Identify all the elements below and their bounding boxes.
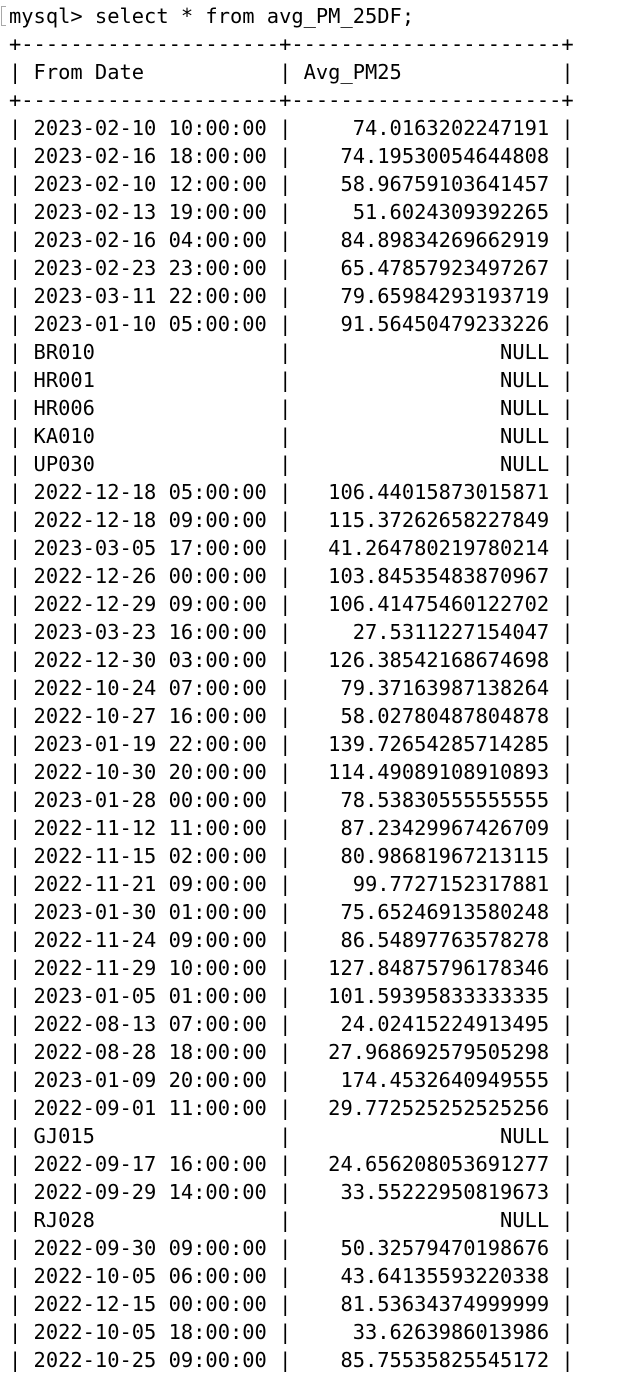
table-row: | 2022-12-26 00:00:00 | 103.845354838709… [9, 564, 574, 588]
table-row: | 2023-01-09 20:00:00 | 174.453264094955… [9, 1068, 574, 1092]
table-row: | 2022-12-15 00:00:00 | 81.5363437499999… [9, 1292, 574, 1316]
table-row: | 2022-08-28 18:00:00 | 27.9686925795052… [9, 1040, 574, 1064]
table-border-top: +---------------------+-----------------… [9, 32, 574, 56]
table-row: | 2023-03-23 16:00:00 | 27.5311227154047… [9, 620, 574, 644]
table-row: | 2023-01-28 00:00:00 | 78.5383055555555… [9, 788, 574, 812]
table-row: | 2022-12-30 03:00:00 | 126.385421686746… [9, 648, 574, 672]
table-row: | 2022-11-12 11:00:00 | 87.2342996742670… [9, 816, 574, 840]
table-row: | 2022-11-21 09:00:00 | 99.7727152317881… [9, 872, 574, 896]
table-row: | 2022-08-13 07:00:00 | 24.0241522491349… [9, 1012, 574, 1036]
table-row: | 2023-01-30 01:00:00 | 75.6524691358024… [9, 900, 574, 924]
table-row: | 2023-03-11 22:00:00 | 79.6598429319371… [9, 284, 574, 308]
table-row: | 2023-01-05 01:00:00 | 101.593958333333… [9, 984, 574, 1008]
table-row: | 2022-10-05 06:00:00 | 43.6413559322033… [9, 1264, 574, 1288]
table-row: | 2023-02-23 23:00:00 | 65.4785792349726… [9, 256, 574, 280]
table-row: | 2022-09-30 09:00:00 | 50.3257947019867… [9, 1236, 574, 1260]
table-row: | 2022-11-15 02:00:00 | 80.9868196721311… [9, 844, 574, 868]
table-row: | 2022-09-29 14:00:00 | 33.5522295081967… [9, 1180, 574, 1204]
table-row: | BR010 | NULL | [9, 340, 574, 364]
table-row: | 2023-02-16 04:00:00 | 84.8983426966291… [9, 228, 574, 252]
table-row: | UP030 | NULL | [9, 452, 574, 476]
mysql-prompt-line: mysql> select * from avg_PM_25DF; [9, 4, 415, 28]
table-row: | 2022-10-27 16:00:00 | 58.0278048780487… [9, 704, 574, 728]
table-row: | 2022-11-29 10:00:00 | 127.848757961783… [9, 956, 574, 980]
table-row: | 2022-12-18 05:00:00 | 106.440158730158… [9, 480, 574, 504]
table-border-header: +---------------------+-----------------… [9, 88, 574, 112]
table-row: | HR001 | NULL | [9, 368, 574, 392]
table-row: | 2022-11-24 09:00:00 | 86.5489776357827… [9, 928, 574, 952]
table-row: | 2022-10-30 20:00:00 | 114.490891089108… [9, 760, 574, 784]
table-row: | 2023-02-10 10:00:00 | 74.0163202247191… [9, 116, 574, 140]
table-row: | 2022-10-05 18:00:00 | 33.6263986013986… [9, 1320, 574, 1344]
table-row: | 2022-10-25 09:00:00 | 85.7553582554517… [9, 1348, 574, 1372]
table-row: | 2022-10-24 07:00:00 | 79.3716398713826… [9, 676, 574, 700]
table-header-row: | From Date | Avg_PM25 | [9, 60, 574, 84]
table-row: | 2023-02-10 12:00:00 | 58.9675910364145… [9, 172, 574, 196]
text-cursor-marker [1, 6, 6, 26]
table-row: | 2022-12-29 09:00:00 | 106.414754601227… [9, 592, 574, 616]
table-row: | KA010 | NULL | [9, 424, 574, 448]
table-row: | RJ028 | NULL | [9, 1208, 574, 1232]
table-row: | 2023-03-05 17:00:00 | 41.2647802197802… [9, 536, 574, 560]
table-row: | 2023-02-16 18:00:00 | 74.1953005464480… [9, 144, 574, 168]
table-row: | 2022-09-17 16:00:00 | 24.6562080536912… [9, 1152, 574, 1176]
table-row: | 2022-09-01 11:00:00 | 29.7725252525252… [9, 1096, 574, 1120]
table-row: | HR006 | NULL | [9, 396, 574, 420]
table-row: | GJ015 | NULL | [9, 1124, 574, 1148]
table-row: | 2023-02-13 19:00:00 | 51.6024309392265… [9, 200, 574, 224]
table-row: | 2022-12-18 09:00:00 | 115.372626582278… [9, 508, 574, 532]
table-row: | 2023-01-10 05:00:00 | 91.5645047923322… [9, 312, 574, 336]
table-row: | 2023-01-19 22:00:00 | 139.726542857142… [9, 732, 574, 756]
